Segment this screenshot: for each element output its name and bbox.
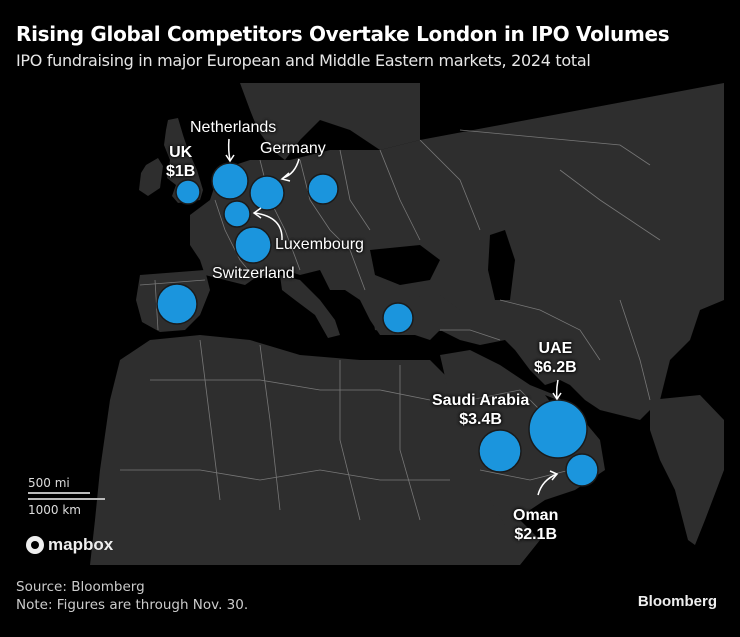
arrow-oman — [537, 473, 558, 496]
scale-km-bar — [28, 498, 105, 500]
scale-miles-bar — [28, 492, 90, 494]
map-canvas[interactable] — [16, 83, 724, 565]
label-netherlands: Netherlands — [190, 119, 277, 136]
bubble-switzerland[interactable] — [234, 226, 272, 264]
label-germany: Germany — [260, 140, 326, 157]
footer-notes: Source: Bloomberg Note: Figures are thro… — [16, 578, 248, 614]
arrow-netherlands — [227, 138, 231, 161]
bubble-luxembourg[interactable] — [223, 200, 251, 228]
annotation-arrows — [225, 138, 562, 496]
label-luxembourg: Luxembourg — [275, 236, 364, 253]
bubble-netherlands[interactable] — [211, 162, 249, 200]
basemap — [90, 83, 724, 565]
label-uk: UK $1B — [166, 144, 196, 180]
bubble-germany[interactable] — [249, 175, 285, 211]
arrow-uae — [555, 379, 559, 399]
bloomberg-logo: Bloomberg — [637, 593, 717, 610]
mapbox-logo-icon — [26, 536, 44, 554]
label-saudi-arabia: Saudi Arabia $3.4B — [432, 392, 530, 428]
bubble-oman[interactable] — [565, 453, 599, 487]
bubble-uk[interactable] — [175, 179, 201, 205]
bubble-saudi-arabia[interactable] — [478, 429, 522, 473]
chart-subtitle: IPO fundraising in major European and Mi… — [16, 51, 591, 70]
scale-km-label: 1000 km — [28, 503, 81, 517]
chart-title: Rising Global Competitors Overtake Londo… — [16, 22, 670, 46]
bubble-uae[interactable] — [528, 399, 588, 459]
bubble-spain[interactable] — [156, 283, 198, 325]
mapbox-attribution[interactable]: mapbox — [26, 535, 113, 555]
note-text: Note: Figures are through Nov. 30. — [16, 597, 249, 613]
bubble-layer — [156, 138, 599, 496]
scale-miles-label: 500 mi — [28, 476, 70, 490]
label-oman: Oman $2.1B — [513, 507, 559, 543]
label-switzerland: Switzerland — [212, 265, 295, 282]
arrow-luxembourg — [254, 212, 283, 241]
source-text: Source: Bloomberg — [16, 579, 145, 595]
label-uae: UAE $6.2B — [534, 340, 577, 376]
bubble-turkey[interactable] — [382, 302, 414, 334]
bubble-poland[interactable] — [307, 173, 339, 205]
